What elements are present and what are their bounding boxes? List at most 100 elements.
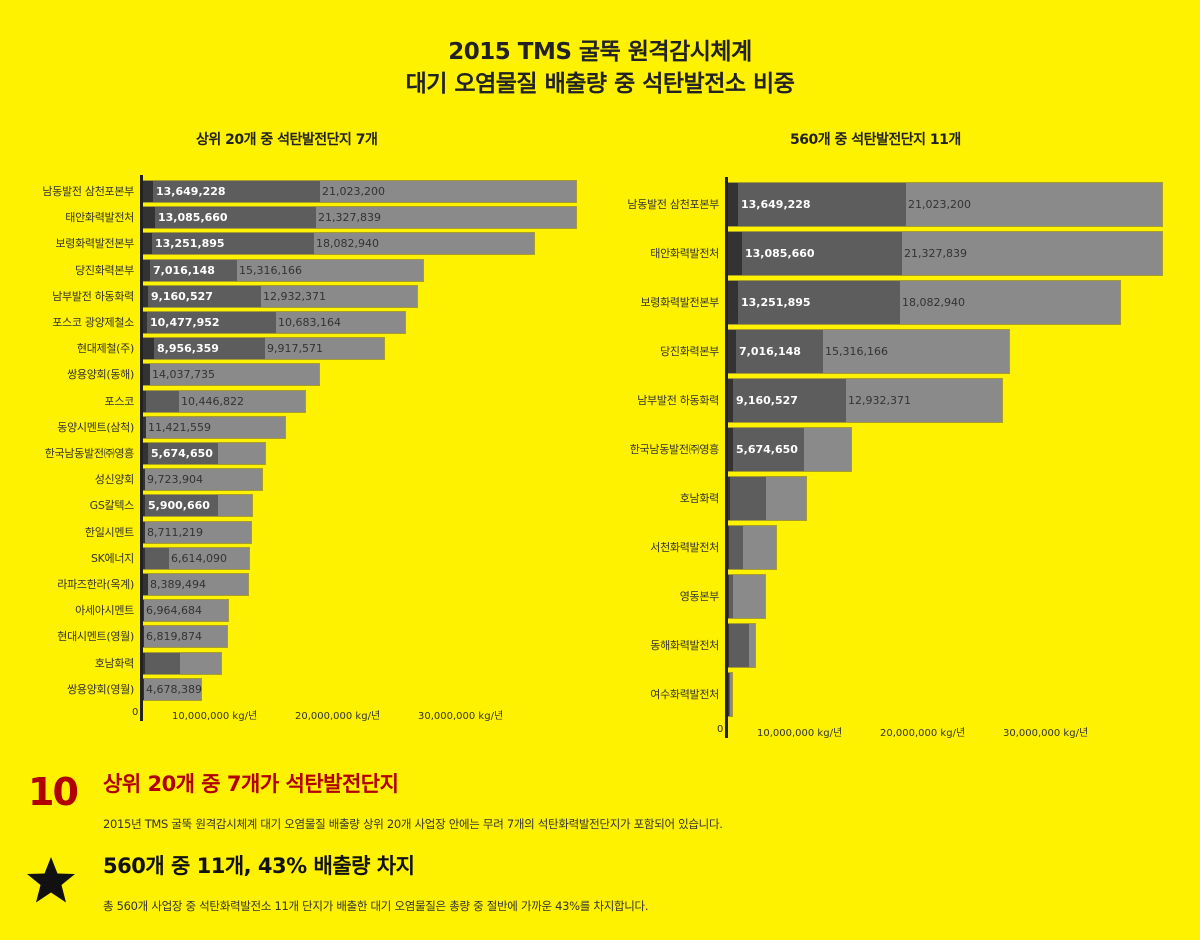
note-2-heading: 560개 중 11개, 43% 배출량 차지	[103, 854, 415, 878]
row-label: 서천화력발전처	[650, 541, 719, 554]
bar-total: 8,711,219	[142, 520, 252, 544]
row-label: 쌍용양회(동해)	[67, 368, 134, 382]
bar-dark-segment	[728, 526, 729, 569]
bar-total: 4,678,389	[142, 677, 202, 701]
bar-dark-segment	[143, 390, 146, 412]
x-axis-tick-label: 10,000,000 kg/년	[757, 728, 843, 739]
bar-dark-segment	[143, 233, 152, 255]
x-axis-tick-label: 30,000,000 kg/년	[418, 711, 504, 722]
coal-value-label: 5,674,650	[151, 447, 213, 460]
total-value-label: 10,446,822	[181, 394, 244, 408]
bar-dark-segment	[143, 678, 144, 700]
bar-total: 13,251,895 18,082,940	[727, 280, 1121, 325]
bar-dark-segment	[728, 183, 738, 226]
bar-dark-segment	[143, 207, 155, 229]
bar-total: 5,674,650	[727, 427, 852, 472]
total-value-label: 9,723,904	[147, 473, 203, 487]
coal-value-label: 9,160,527	[151, 289, 213, 303]
bar-dark-segment	[728, 330, 736, 373]
row-label: 남부발전 하동화력	[637, 394, 719, 407]
bar-dark-segment	[143, 600, 144, 622]
total-value-label: 8,389,494	[150, 578, 206, 591]
bar-coal-segment	[728, 281, 900, 324]
bar-total: 11,421,559	[142, 415, 286, 439]
row-label: SK에너지	[90, 551, 134, 565]
row-label: 태안화력발전처	[650, 247, 719, 260]
coal-value-label: 13,649,228	[156, 185, 226, 198]
row-label: 현대제철(주)	[76, 342, 134, 356]
bar-dark-segment	[143, 469, 145, 491]
total-value-label: 21,327,839	[318, 211, 381, 225]
x-axis-tick-label: 0	[717, 724, 724, 735]
bar-total: 10,477,952 10,683,164	[142, 311, 406, 334]
bar-total: 6,819,874	[142, 625, 228, 649]
row-label: 동해화력발전처	[650, 639, 719, 652]
bar-total	[727, 525, 777, 570]
note-1-heading: 상위 20개 중 7개가 석탄발전단지	[103, 772, 399, 796]
bar-total: 8,956,359 9,917,571	[142, 337, 385, 361]
total-value-label: 15,316,166	[825, 345, 888, 358]
total-value-label: 21,023,200	[322, 185, 385, 198]
total-value-label: 8,711,219	[147, 525, 203, 539]
row-label: 호남화력	[94, 656, 135, 670]
bar-dark-segment	[728, 232, 742, 275]
row-label: 호남화력	[679, 492, 720, 505]
note-2-body: 총 560개 사업장 중 석탄화력발전소 11개 단지가 배출한 대기 오염물질…	[103, 899, 649, 913]
row-label: GS칼텍스	[89, 499, 135, 513]
row-label: 보령화력발전본부	[640, 296, 719, 309]
x-axis-tick-label: 10,000,000 kg/년	[172, 711, 258, 722]
x-axis-tick-label: 20,000,000 kg/년	[880, 728, 966, 739]
bar-coal-segment	[143, 259, 237, 281]
total-value-label: 11,421,559	[148, 420, 211, 434]
row-label: 동양시멘트(삼척)	[57, 420, 134, 434]
bar-total: 9,160,527 12,932,371	[142, 284, 418, 308]
coal-value-label: 10,477,952	[150, 316, 220, 329]
bar-dark-segment	[143, 364, 150, 386]
row-label: 당진화력본부	[660, 345, 719, 358]
title-line-2: 대기 오염물질 배출량 중 석탄발전소 비중	[405, 71, 795, 97]
bar-total	[727, 623, 756, 668]
bar-dark-segment	[728, 281, 738, 324]
row-label: 현대시멘트(영월)	[57, 630, 134, 644]
row-label: 한국남동발전㈜영흥	[44, 447, 135, 460]
total-value-label: 10,683,164	[278, 316, 341, 329]
row-label: 남동발전 삼천포본부	[42, 185, 134, 198]
bar-total: 9,160,527 12,932,371	[727, 378, 1003, 423]
left-chart-subtitle: 상위 20개 중 석탄발전단지 7개	[196, 132, 378, 148]
row-label: 포스코 광양제철소	[52, 316, 134, 329]
bar-total	[142, 651, 222, 675]
bar-total: 7,016,148 15,316,166	[727, 329, 1010, 374]
bar-coal-segment	[728, 624, 749, 667]
row-label: 성신양회	[94, 473, 135, 487]
bar-dark-segment	[728, 624, 729, 667]
bar-total: 13,649,228 21,023,200	[727, 182, 1163, 227]
bar-dark-segment	[143, 652, 145, 674]
total-value-label: 21,327,839	[904, 247, 967, 260]
bar-coal-segment	[143, 207, 316, 229]
bar-total: 13,085,660 21,327,839	[727, 231, 1163, 276]
bar-total: 5,900,660	[142, 494, 253, 518]
total-value-label: 12,932,371	[848, 394, 911, 407]
right-chart-subtitle: 560개 중 석탄발전단지 11개	[790, 132, 961, 148]
bar-dark-segment	[728, 575, 729, 618]
bar-coal-segment	[728, 526, 743, 569]
row-label: 영동본부	[679, 590, 720, 603]
coal-value-label: 9,160,527	[736, 394, 798, 407]
bar-coal-segment	[728, 575, 733, 618]
bar-total: 8,389,494	[142, 573, 249, 596]
bar-total: 5,674,650	[142, 442, 266, 465]
total-value-label: 14,037,735	[152, 368, 215, 382]
coal-value-label: 7,016,148	[739, 345, 801, 358]
bar-dark-segment	[143, 443, 148, 464]
bar-dark-segment	[143, 338, 154, 360]
coal-value-label: 13,251,895	[741, 296, 811, 309]
bar-coal-segment	[728, 379, 846, 422]
row-label: 여수화력발전처	[650, 688, 719, 701]
y-axis-line	[725, 177, 728, 738]
bar-coal-segment	[728, 673, 730, 716]
row-label: 남부발전 하동화력	[52, 289, 134, 303]
bar-coal-segment	[728, 330, 823, 373]
bar-coal-segment	[143, 312, 276, 333]
bar-dark-segment	[143, 547, 145, 569]
bar-dark-segment	[143, 416, 146, 438]
